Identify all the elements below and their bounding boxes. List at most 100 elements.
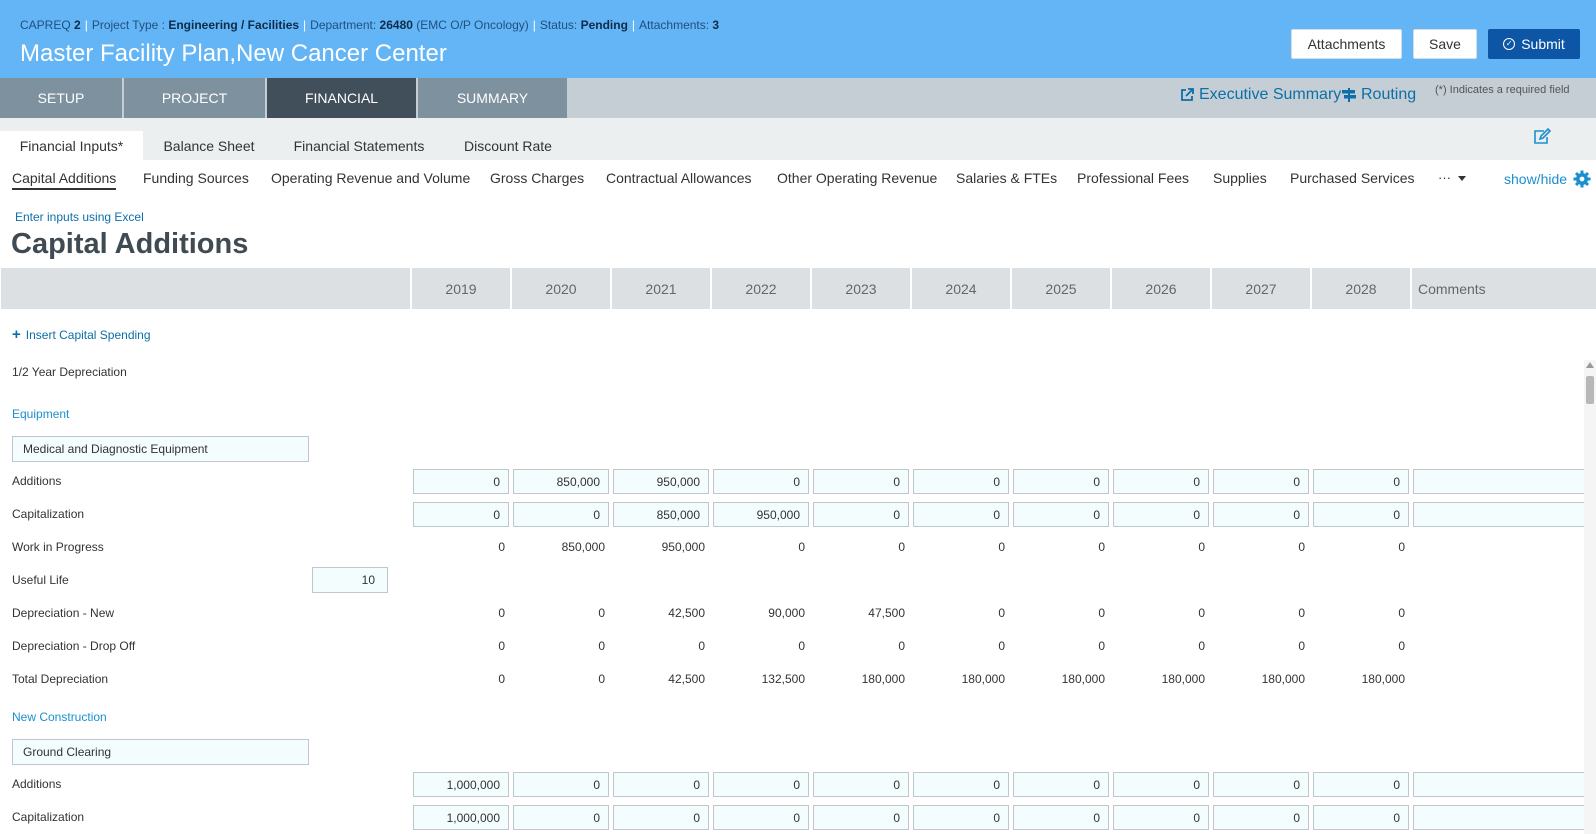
year-value-input[interactable]: 0 [513, 502, 609, 527]
year-value-input[interactable]: 850,000 [613, 502, 709, 527]
year-value-input[interactable]: 0 [813, 469, 909, 494]
page-title-project: Master Facility Plan,New Cancer Center [20, 40, 447, 67]
header-year: 2021 [610, 268, 710, 309]
year-value-input[interactable]: 0 [513, 805, 609, 830]
year-value-input[interactable]: 0 [913, 469, 1009, 494]
year-value-input[interactable]: 1,000,000 [413, 772, 509, 797]
year-value-input[interactable]: 0 [1113, 469, 1209, 494]
year-value-input[interactable]: 0 [1313, 805, 1409, 830]
year-value-input[interactable]: 0 [913, 805, 1009, 830]
year-value: 42,500 [668, 672, 705, 686]
year-value-input[interactable]: 0 [1113, 772, 1209, 797]
year-value-input[interactable]: 0 [713, 469, 809, 494]
year-value-input[interactable]: 0 [1013, 502, 1109, 527]
year-value: 850,000 [561, 540, 605, 554]
year-value-input[interactable]: 0 [1113, 805, 1209, 830]
edit-icon[interactable] [1532, 127, 1552, 151]
year-value-input[interactable]: 0 [1213, 502, 1309, 527]
category-funding-sources[interactable]: Funding Sources [143, 170, 249, 186]
header-year: 2025 [1010, 268, 1110, 309]
year-value-input[interactable]: 0 [813, 772, 909, 797]
row-label-work-in-progress: Work in Progress [12, 540, 104, 554]
category-other-operating-revenue[interactable]: Other Operating Revenue [777, 170, 938, 186]
asset-name-input[interactable]: Ground Clearing [12, 739, 309, 765]
year-value-input[interactable]: 950,000 [613, 469, 709, 494]
year-value-input[interactable]: 0 [1113, 502, 1209, 527]
more-categories-dropdown[interactable]: ··· [1438, 170, 1467, 185]
year-value-input[interactable]: 0 [713, 772, 809, 797]
year-value-input[interactable]: 0 [413, 469, 509, 494]
year-value-input[interactable]: 0 [1213, 805, 1309, 830]
year-value-input[interactable]: 0 [1013, 469, 1109, 494]
tab-financial[interactable]: FINANCIAL [267, 78, 416, 118]
year-value: 180,000 [961, 672, 1005, 686]
year-value-input[interactable]: 1,000,000 [413, 805, 509, 830]
attachments-button[interactable]: Attachments [1291, 29, 1402, 59]
show-hide-toggle[interactable]: show/hide [1504, 170, 1591, 188]
header-year: 2024 [910, 268, 1010, 309]
year-value-input[interactable]: 0 [913, 502, 1009, 527]
subtab-financial-inputs[interactable]: Financial Inputs* [0, 131, 143, 160]
year-value-input[interactable]: 0 [1213, 772, 1309, 797]
comment-input[interactable] [1413, 772, 1596, 797]
year-value: 0 [1398, 606, 1405, 620]
vertical-scrollbar[interactable] [1584, 360, 1596, 834]
year-value-input[interactable]: 0 [1013, 805, 1109, 830]
year-value-input[interactable]: 0 [1213, 469, 1309, 494]
year-value-input[interactable]: 0 [813, 502, 909, 527]
category-gross-charges[interactable]: Gross Charges [490, 170, 585, 186]
category-operating-revenue[interactable]: Operating Revenue and Volume [271, 170, 471, 186]
year-value-input[interactable]: 0 [513, 772, 609, 797]
year-value-input[interactable]: 0 [1313, 772, 1409, 797]
year-value: 0 [1298, 540, 1305, 554]
year-value: 42,500 [668, 606, 705, 620]
scrollbar-thumb[interactable] [1586, 376, 1594, 404]
category-salaries-ftes[interactable]: Salaries & FTEs [956, 170, 1058, 186]
submit-button[interactable]: ✓ Submit [1488, 29, 1580, 59]
category-supplies[interactable]: Supplies [1213, 170, 1267, 186]
year-value-input[interactable]: 0 [413, 502, 509, 527]
year-value-input[interactable]: 0 [1013, 772, 1109, 797]
subtab-balance-sheet[interactable]: Balance Sheet [163, 137, 255, 154]
excel-input-link[interactable]: Enter inputs using Excel [15, 210, 144, 224]
row-label-depreciation-drop-off: Depreciation - Drop Off [12, 639, 136, 653]
capreq-value: 2 [74, 18, 81, 32]
tab-setup[interactable]: SETUP [0, 78, 122, 118]
header-year: 2027 [1210, 268, 1310, 309]
sub-tabs [0, 118, 1596, 160]
year-value: 950,000 [661, 540, 705, 554]
category-professional-fees[interactable]: Professional Fees [1077, 170, 1190, 186]
category-contractual-allowances[interactable]: Contractual Allowances [606, 170, 752, 186]
tab-summary[interactable]: SUMMARY [418, 78, 567, 118]
comment-input[interactable] [1413, 502, 1596, 527]
year-value-input[interactable]: 0 [613, 805, 709, 830]
year-value-input[interactable]: 0 [813, 805, 909, 830]
executive-summary-link[interactable]: Executive Summary [1179, 86, 1341, 104]
year-value: 0 [1098, 606, 1105, 620]
attachments-count-value: 3 [712, 18, 720, 32]
category-purchased-services[interactable]: Purchased Services [1290, 170, 1415, 186]
year-value-input[interactable]: 0 [913, 772, 1009, 797]
comment-input[interactable] [1413, 469, 1596, 494]
year-value: 0 [898, 540, 905, 554]
year-value-input[interactable]: 0 [1313, 469, 1409, 494]
save-button[interactable]: Save [1413, 29, 1477, 59]
year-value-input[interactable]: 950,000 [713, 502, 809, 527]
year-value-input[interactable]: 0 [613, 772, 709, 797]
scroll-up-arrow[interactable] [1586, 362, 1594, 368]
insert-capital-spending-button[interactable]: + Insert Capital Spending [12, 327, 151, 342]
year-value-input[interactable]: 850,000 [513, 469, 609, 494]
routing-link[interactable]: Routing [1341, 86, 1416, 104]
row-label-capitalization: Capitalization [12, 810, 85, 824]
row-label-useful-life: Useful Life [12, 573, 69, 587]
year-value-input[interactable]: 0 [713, 805, 809, 830]
tab-project[interactable]: PROJECT [124, 78, 265, 118]
year-value: 90,000 [768, 606, 805, 620]
year-value-input[interactable]: 0 [1313, 502, 1409, 527]
category-capital-additions[interactable]: Capital Additions [12, 170, 117, 190]
subtab-financial-statements[interactable]: Financial Statements [293, 137, 425, 154]
comment-input[interactable] [1413, 805, 1596, 830]
asset-name-input[interactable]: Medical and Diagnostic Equipment [12, 436, 309, 462]
useful-life-input[interactable]: 10 [312, 567, 388, 593]
subtab-discount-rate[interactable]: Discount Rate [464, 137, 552, 154]
